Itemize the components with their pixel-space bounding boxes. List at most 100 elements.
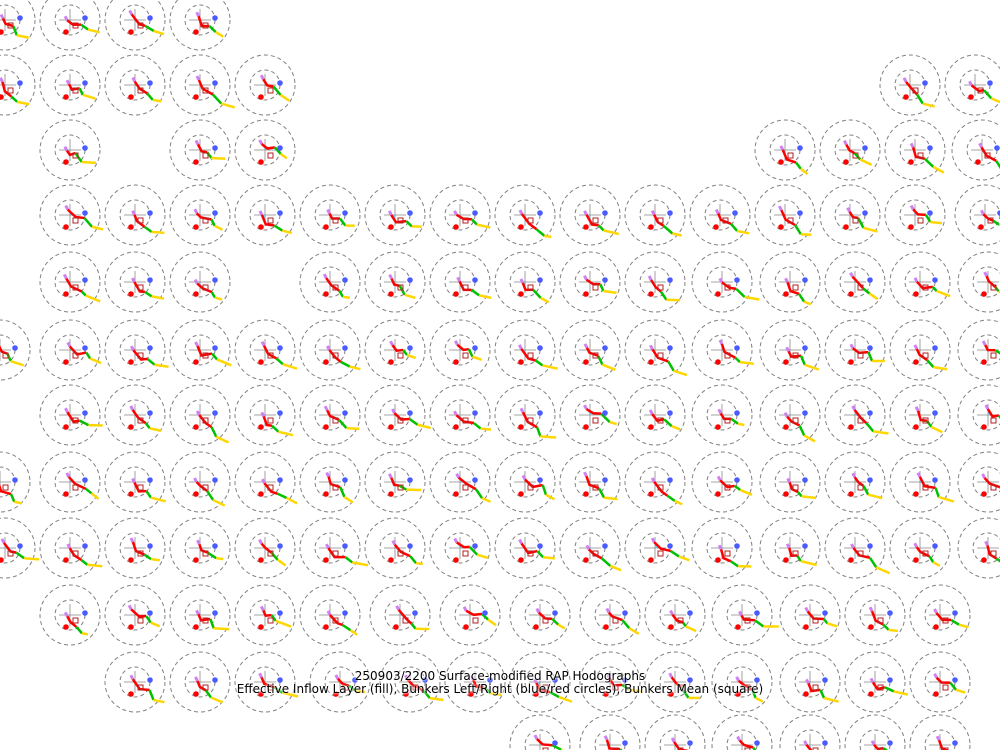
range-ring-outer [559, 451, 621, 513]
hodo-trace-0-3km [535, 682, 551, 694]
range-ring-outer [104, 584, 166, 646]
hodo-trace-3-6km [79, 419, 90, 427]
range-ring-outer [957, 319, 1000, 381]
hodo-trace-6-9km [601, 363, 616, 371]
bunkers-left-circle [82, 345, 88, 351]
bunkers-mean-square [72, 484, 79, 491]
bunkers-right-circle [193, 624, 199, 630]
range-ring-outer [104, 184, 166, 246]
bunkers-right-circle [258, 224, 264, 230]
hodograph [711, 584, 779, 646]
hodo-trace-3-6km [597, 224, 605, 232]
bunkers-mean-square [7, 550, 14, 557]
bunkers-left-circle [407, 477, 413, 483]
bunkers-right-circle [583, 291, 589, 297]
hodo-trace-6-9km [150, 496, 167, 503]
hodograph [579, 651, 642, 713]
bunkers-mean-square [990, 484, 997, 491]
range-ring-outer [494, 384, 556, 446]
hodograph [889, 517, 951, 579]
bunkers-right-circle [778, 159, 784, 165]
hodo-trace-lowest [131, 76, 137, 83]
bunkers-left-circle [342, 345, 348, 351]
range-ring-outer [104, 54, 166, 116]
hodo-trace-0-3km [262, 345, 278, 360]
hodo-trace-6-9km [404, 293, 416, 300]
hodograph [644, 584, 706, 646]
bunkers-left-circle [147, 543, 153, 549]
range-ring-outer [0, 517, 36, 579]
bunkers-mean-square [812, 747, 819, 750]
bunkers-mean-square [527, 550, 534, 557]
bunkers-left-circle [667, 477, 673, 483]
bunkers-left-circle [472, 277, 478, 283]
hodograph [844, 651, 909, 713]
bunkers-left-circle [822, 610, 828, 616]
hodo-trace-lowest [326, 208, 331, 215]
hodo-trace-6-9km [800, 232, 812, 237]
hodo-trace-lowest [462, 606, 468, 612]
hodo-trace-lowest [735, 676, 740, 682]
bunkers-mean-square [657, 352, 664, 359]
range-ring-outer [824, 517, 886, 579]
range-ring-outer [824, 319, 886, 381]
hodograph [759, 251, 821, 313]
range-ring-outer [379, 651, 441, 713]
hodo-trace-3-6km [405, 220, 413, 228]
hodo-trace-lowest [851, 405, 857, 411]
bunkers-mean-square [527, 217, 534, 224]
hodo-trace-3-6km [80, 290, 87, 297]
bunkers-right-circle [63, 557, 69, 563]
bunkers-mean-square [397, 217, 404, 224]
hodo-trace-3-6km [145, 615, 152, 624]
hodo-trace-lowest [521, 474, 527, 481]
hodograph [364, 517, 426, 579]
range-ring-outer [364, 517, 426, 579]
hodo-trace-0-3km [845, 143, 856, 155]
hodo-trace-0-3km [327, 476, 341, 489]
bunkers-right-circle [403, 691, 409, 697]
bunkers-left-circle [472, 477, 478, 483]
hodograph [429, 451, 492, 513]
bunkers-right-circle [128, 29, 134, 35]
hodo-trace-lowest [804, 606, 810, 613]
range-ring-outer [429, 184, 491, 246]
hodo-trace-lowest [63, 145, 69, 152]
hodo-trace-0-3km [720, 343, 736, 359]
hodo-trace-0-3km [197, 79, 214, 96]
bunkers-right-circle [128, 624, 134, 630]
hodo-trace-6-9km [893, 690, 909, 696]
bunkers-right-circle [715, 491, 721, 497]
bunkers-right-circle [63, 624, 69, 630]
hodo-trace-3-6km [926, 359, 935, 368]
range-ring-outer [494, 517, 556, 579]
range-ring-outer [824, 251, 886, 313]
hodo-trace-0-3km [465, 609, 483, 617]
bunkers-right-circle [603, 624, 609, 630]
hodo-trace-6-9km [826, 622, 838, 628]
hodo-trace-6-9km [150, 621, 161, 628]
hodo-trace-3-6km [473, 422, 482, 430]
hodo-trace-lowest [913, 277, 919, 283]
hodograph [951, 119, 1000, 181]
hodo-trace-0-3km [585, 475, 600, 490]
bunkers-left-circle [802, 345, 808, 351]
hodograph [169, 54, 236, 116]
hodo-trace-3-6km [211, 352, 218, 361]
hodo-trace-6-9km [406, 353, 417, 360]
bunkers-left-circle [412, 610, 418, 616]
bunkers-left-circle [82, 410, 88, 416]
hodo-trace-6-9km [801, 495, 816, 500]
bunkers-right-circle [258, 691, 264, 697]
bunkers-mean-square [202, 484, 209, 491]
hodo-trace-0-3km [68, 345, 87, 356]
bunkers-left-circle [342, 477, 348, 483]
bunkers-right-circle [533, 691, 539, 697]
hodo-trace-6-9km [543, 556, 556, 560]
bunkers-left-circle [867, 543, 873, 549]
bunkers-left-circle [212, 543, 218, 549]
bunkers-left-circle [822, 677, 828, 683]
range-ring-outer [299, 584, 361, 646]
hodo-trace-lowest [470, 675, 475, 681]
hodo-trace-3-6km [535, 228, 546, 237]
